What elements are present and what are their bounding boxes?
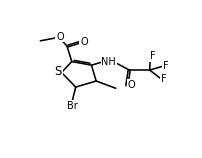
Text: S: S — [54, 65, 61, 78]
Text: F: F — [149, 51, 155, 61]
Text: NH: NH — [101, 57, 116, 67]
Text: F: F — [160, 74, 166, 84]
Text: F: F — [162, 61, 167, 71]
Text: O: O — [127, 80, 134, 90]
Text: O: O — [80, 37, 87, 47]
Text: Br: Br — [67, 101, 78, 111]
Text: O: O — [56, 32, 63, 42]
